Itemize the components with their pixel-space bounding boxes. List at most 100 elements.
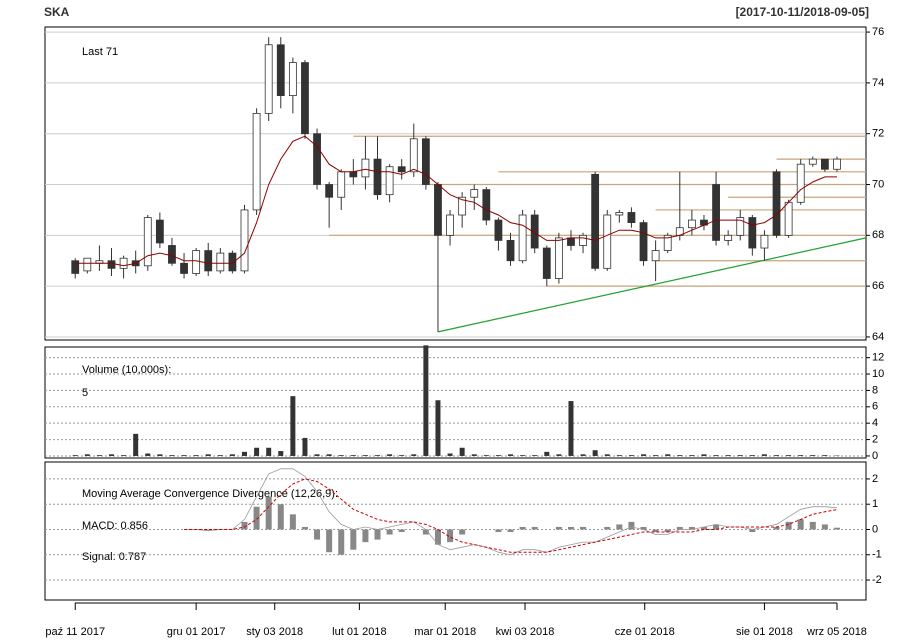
volume-bar <box>677 455 683 456</box>
candle-body <box>748 217 757 249</box>
volume-bar <box>290 396 296 456</box>
macd-histogram <box>749 529 756 533</box>
candle-body <box>301 62 309 135</box>
moving-average <box>75 135 837 267</box>
macd-histogram <box>713 524 720 530</box>
volume-bar <box>205 454 211 456</box>
candle-body <box>204 250 213 272</box>
candle-body <box>567 237 575 246</box>
volume-bar <box>121 455 127 456</box>
macd-histogram <box>422 529 429 535</box>
candle-body <box>83 257 92 272</box>
candle-body <box>313 133 321 185</box>
volume-bar <box>495 455 501 456</box>
volume-bar <box>375 455 381 456</box>
macd-panel <box>44 461 867 601</box>
macd-histogram <box>773 526 780 530</box>
volume-bar <box>157 454 163 456</box>
macd-histogram <box>688 526 695 530</box>
volume-bar <box>447 453 453 456</box>
macd-histogram <box>809 521 816 530</box>
candle-body <box>337 171 346 198</box>
candle-body <box>288 62 297 96</box>
macd-histogram <box>664 529 671 533</box>
x-tick-label: sty 03 2018 <box>246 626 303 638</box>
y-tick-label: 0 <box>872 450 878 462</box>
volume-bar <box>520 455 526 456</box>
candle-body <box>168 245 176 264</box>
macd-histogram <box>434 529 441 545</box>
volume-bar <box>774 455 780 456</box>
x-tick-label: mar 01 2018 <box>414 626 476 638</box>
macd-histogram <box>555 526 562 530</box>
macd-histogram <box>362 529 369 543</box>
macd-histogram <box>398 529 405 533</box>
candle-body <box>361 158 370 178</box>
candle-body <box>603 214 612 269</box>
macd-label: MACD: 0.856 <box>82 520 148 532</box>
macd-histogram <box>507 529 514 533</box>
volume-bar <box>133 433 139 456</box>
candle-body <box>421 138 430 185</box>
volume-bar <box>169 455 175 456</box>
macd-histogram <box>785 521 792 530</box>
macd-histogram <box>676 526 683 530</box>
y-tick-label: 2 <box>872 433 878 445</box>
volume-bar <box>326 454 332 456</box>
macd-histogram <box>604 526 611 530</box>
candle-body <box>772 171 781 236</box>
macd-histogram <box>833 527 840 530</box>
macd-histogram <box>241 521 248 530</box>
y-tick-label: 6 <box>872 401 878 413</box>
candle-body <box>542 247 551 279</box>
macd-histogram <box>205 529 212 531</box>
y-tick-label: 68 <box>872 229 884 241</box>
volume-bar <box>725 455 731 456</box>
candle-body <box>385 166 394 196</box>
date-range: [2017-10-11/2018-09-05] <box>736 5 869 19</box>
candle-body <box>276 44 285 96</box>
y-tick-label: 74 <box>872 77 884 89</box>
volume-bar <box>242 451 248 456</box>
candle-body <box>687 219 696 229</box>
y-tick-label: 10 <box>872 368 884 380</box>
macd-histogram <box>374 529 381 540</box>
x-tick-label: paź 11 2017 <box>45 626 105 638</box>
signal-line <box>184 478 838 553</box>
candle-body <box>651 250 660 262</box>
candle-body <box>494 219 503 241</box>
volume-bar <box>314 454 320 456</box>
y-tick-label: 2 <box>872 473 878 485</box>
volume-bar <box>254 447 260 456</box>
macd-histogram <box>265 496 272 530</box>
candle-body <box>264 44 273 114</box>
y-tick-label: -1 <box>872 549 882 561</box>
volume-bar <box>786 455 792 456</box>
volume-bar <box>229 454 235 456</box>
volume-bar <box>713 455 719 456</box>
macd-histogram <box>386 529 393 535</box>
volume-bar <box>761 454 767 456</box>
macd-histogram <box>700 526 707 530</box>
volume-bar <box>616 455 622 456</box>
volume-bar <box>399 455 405 456</box>
y-tick-label: 12 <box>872 352 884 364</box>
macd-title: Moving Average Convergence Divergence (1… <box>82 488 338 500</box>
macd-histogram <box>253 506 260 530</box>
candle-body <box>240 209 249 272</box>
candle-body <box>712 184 720 241</box>
macd-histogram <box>495 529 502 533</box>
volume-bar <box>810 455 816 456</box>
candle-body <box>627 212 636 224</box>
volume-bar <box>628 455 634 456</box>
x-tick-label: lut 01 2018 <box>332 626 386 638</box>
candle-body <box>796 163 805 203</box>
volume-bar <box>266 447 272 456</box>
y-tick-label: 72 <box>872 128 884 140</box>
volume-bar <box>278 451 284 456</box>
x-tick-label: sie 01 2018 <box>736 626 793 638</box>
volume-bar <box>701 454 707 456</box>
candle-body <box>820 158 829 170</box>
volume-bar <box>798 455 804 456</box>
y-tick-label: 0 <box>872 523 878 535</box>
